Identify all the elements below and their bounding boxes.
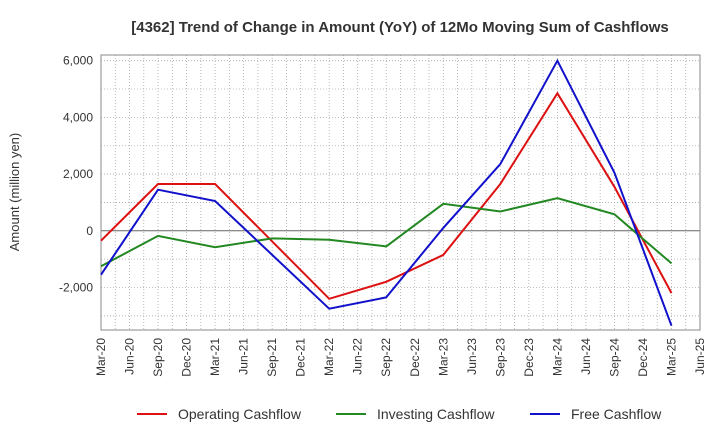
x-tick-labels: Mar-20 Jun-20 Sep-20 Dec-20 Mar-21 Jun-21 Sep-… — [94, 338, 707, 377]
y-tick-label: 2,000 — [63, 167, 93, 181]
x-tick-label: Mar-22 — [322, 338, 336, 376]
series-line-operating-cashflow — [100, 91, 673, 300]
x-tick-label: Sep-21 — [265, 338, 279, 377]
x-tick-label: Mar-21 — [208, 338, 222, 376]
x-tick-label: Sep-20 — [151, 338, 165, 377]
y-tick-label: 4,000 — [63, 110, 93, 124]
x-tick-label: Dec-22 — [408, 338, 422, 377]
x-tick-label: Mar-25 — [664, 338, 678, 376]
x-tick-label: Jun-25 — [693, 338, 707, 375]
x-tick-label: Sep-23 — [493, 338, 507, 377]
legend-label: Investing Cashflow — [377, 406, 495, 422]
series-line-free-cashflow — [100, 58, 673, 327]
plot-frame — [100, 54, 701, 331]
chart-title: [4362] Trend of Change in Amount (YoY) o… — [131, 19, 669, 36]
legend-label: Operating Cashflow — [178, 406, 302, 422]
x-tick-label: Dec-23 — [522, 338, 536, 377]
legend-label: Free Cashflow — [571, 406, 662, 422]
x-tick-label: Jun-23 — [465, 338, 479, 375]
x-tick-label: Jun-21 — [237, 338, 251, 375]
x-tick-label: Jun-24 — [579, 338, 593, 375]
grid — [100, 55, 701, 330]
y-tick-label: 6,000 — [63, 54, 93, 68]
y-tick-label: -2,000 — [59, 280, 93, 294]
x-tick-label: Mar-20 — [94, 338, 108, 376]
x-tick-label: Sep-22 — [379, 338, 393, 377]
axes — [100, 54, 701, 331]
x-tick-label: Mar-23 — [436, 338, 450, 376]
legend: Operating Cashflow Investing Cashflow Free… — [137, 406, 662, 422]
x-tick-label: Dec-20 — [180, 338, 194, 377]
x-tick-label: Mar-24 — [550, 338, 564, 376]
series-lines — [100, 58, 673, 327]
y-axis-label: Amount (million yen) — [7, 133, 22, 252]
series-line-investing-cashflow — [100, 197, 673, 268]
y-tick-labels: -2,000 0 2,000 4,000 6,000 — [59, 54, 93, 295]
y-tick-label: 0 — [86, 224, 93, 238]
x-tick-label: Dec-24 — [636, 338, 650, 377]
x-tick-label: Jun-22 — [351, 338, 365, 375]
x-tick-label: Jun-20 — [123, 338, 137, 375]
x-tick-label: Sep-24 — [607, 338, 621, 377]
x-tick-label: Dec-21 — [294, 338, 308, 377]
